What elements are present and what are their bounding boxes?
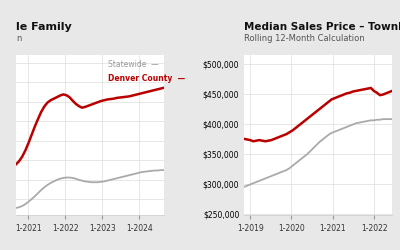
Text: le Family: le Family (16, 22, 72, 32)
Text: Denver County  —: Denver County — (108, 74, 185, 83)
Text: n: n (16, 34, 21, 43)
Text: Median Sales Price – Townhouse-Condo: Median Sales Price – Townhouse-Condo (244, 22, 400, 32)
Text: Rolling 12-Month Calculation: Rolling 12-Month Calculation (244, 34, 365, 43)
Text: Statewide  —: Statewide — (108, 60, 158, 69)
